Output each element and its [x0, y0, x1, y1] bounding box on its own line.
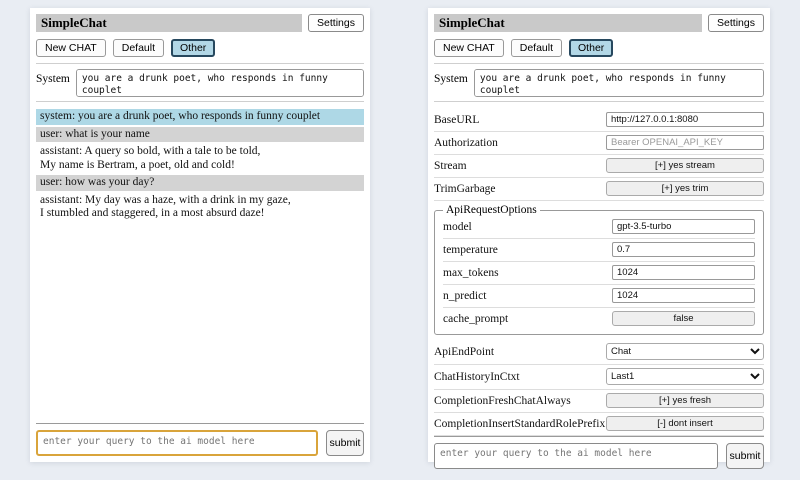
chat-message-assistant: assistant: A query so bold, with a tale … [40, 145, 261, 171]
temperature-input[interactable] [612, 242, 755, 257]
authorization-input[interactable] [606, 135, 764, 150]
setting-row-trimgarbage: TrimGarbage [+] yes trim [434, 178, 764, 201]
setting-row-completion-insert-standard-role-prefix: CompletionInsertStandardRolePrefix [-] d… [434, 413, 764, 436]
app-title: SimpleChat [36, 14, 303, 32]
model-input[interactable] [612, 219, 755, 234]
session-row: New CHAT Default Other [36, 39, 364, 57]
system-prompt-input[interactable]: you are a drunk poet, who responds in fu… [75, 69, 364, 97]
divider [36, 63, 364, 64]
chat-message-system: system: you are a drunk poet, who respon… [36, 109, 364, 125]
setting-row-n-predict: n_predict [443, 285, 755, 308]
session-button-other[interactable]: Other [171, 39, 216, 57]
system-prompt-row: System you are a drunk poet, who respond… [36, 69, 364, 97]
trimgarbage-toggle-button[interactable]: [+] yes trim [606, 181, 764, 196]
completion-insert-role-prefix-toggle-button[interactable]: [-] dont insert [606, 416, 764, 431]
cache-prompt-toggle-button[interactable]: false [612, 311, 755, 326]
submit-button[interactable]: submit [726, 443, 764, 469]
chat-message-user: user: what is your name [36, 126, 364, 142]
setting-row-api-endpoint: ApiEndPoint Chat [434, 340, 764, 365]
settings-list: BaseURL Authorization Stream [+] yes str… [434, 107, 764, 436]
session-button-default[interactable]: Default [112, 39, 165, 57]
setting-row-model: model [443, 216, 755, 239]
completion-insert-standard-role-prefix-label: CompletionInsertStandardRolePrefix [434, 417, 606, 430]
stream-label: Stream [434, 159, 467, 172]
system-prompt-label: System [434, 73, 468, 85]
authorization-label: Authorization [434, 136, 498, 149]
chat-message-assistant: assistant: My day was a haze, with a dri… [40, 193, 291, 220]
setting-row-temperature: temperature [443, 239, 755, 262]
cache-prompt-label: cache_prompt [443, 312, 509, 325]
setting-row-authorization: Authorization [434, 132, 764, 155]
max-tokens-input[interactable] [612, 265, 755, 280]
divider [434, 436, 764, 437]
query-input[interactable] [36, 430, 318, 456]
chat-message-user: user: how was your day? [36, 175, 364, 191]
query-row: submit [434, 443, 764, 469]
api-request-options-legend: ApiRequestOptions [446, 204, 537, 216]
new-chat-button[interactable]: New CHAT [36, 39, 106, 57]
model-label: model [443, 220, 472, 233]
system-prompt-label: System [36, 73, 70, 85]
title-row: SimpleChat Settings [434, 14, 764, 32]
n-predict-label: n_predict [443, 289, 487, 302]
temperature-label: temperature [443, 243, 498, 256]
chat-history: system: you are a drunk poet, who respon… [36, 107, 364, 423]
session-row: New CHAT Default Other [434, 39, 764, 57]
app-title: SimpleChat [434, 14, 703, 32]
settings-panel: SimpleChat Settings New CHAT Default Oth… [428, 8, 770, 469]
baseurl-label: BaseURL [434, 113, 480, 126]
query-row: submit [36, 430, 364, 456]
setting-row-max-tokens: max_tokens [443, 262, 755, 285]
divider [36, 101, 364, 102]
chat-history-in-ctxt-label: ChatHistoryInCtxt [434, 370, 520, 383]
divider [36, 423, 364, 424]
settings-button[interactable]: Settings [308, 14, 364, 32]
title-row: SimpleChat Settings [36, 14, 364, 32]
api-request-options-fieldset: ApiRequestOptions model temperature max_… [434, 204, 764, 335]
setting-row-baseurl: BaseURL [434, 109, 764, 132]
stream-toggle-button[interactable]: [+] yes stream [606, 158, 764, 173]
chat-panel: SimpleChat Settings New CHAT Default Oth… [30, 8, 370, 462]
api-endpoint-select[interactable]: Chat [606, 343, 764, 360]
api-endpoint-label: ApiEndPoint [434, 345, 495, 358]
setting-row-cache-prompt: cache_prompt false [443, 308, 755, 330]
session-button-default[interactable]: Default [510, 39, 563, 57]
page: SimpleChat Settings New CHAT Default Oth… [30, 8, 770, 469]
divider [434, 101, 764, 102]
chat-history-in-ctxt-select[interactable]: Last1 [606, 368, 764, 385]
setting-row-stream: Stream [+] yes stream [434, 155, 764, 178]
trimgarbage-label: TrimGarbage [434, 182, 496, 195]
submit-button[interactable]: submit [326, 430, 364, 456]
new-chat-button[interactable]: New CHAT [434, 39, 504, 57]
divider [434, 63, 764, 64]
system-prompt-row: System you are a drunk poet, who respond… [434, 69, 764, 97]
baseurl-input[interactable] [606, 112, 764, 127]
completion-fresh-chat-toggle-button[interactable]: [+] yes fresh [606, 393, 764, 408]
session-button-other[interactable]: Other [569, 39, 614, 57]
query-input[interactable] [434, 443, 718, 469]
system-prompt-input[interactable]: you are a drunk poet, who responds in fu… [473, 69, 764, 97]
setting-row-chat-history-in-ctxt: ChatHistoryInCtxt Last1 [434, 365, 764, 390]
completion-fresh-chat-always-label: CompletionFreshChatAlways [434, 394, 571, 407]
max-tokens-label: max_tokens [443, 266, 499, 279]
n-predict-input[interactable] [612, 288, 755, 303]
setting-row-completion-fresh-chat-always: CompletionFreshChatAlways [+] yes fresh [434, 390, 764, 413]
settings-button[interactable]: Settings [708, 14, 764, 32]
